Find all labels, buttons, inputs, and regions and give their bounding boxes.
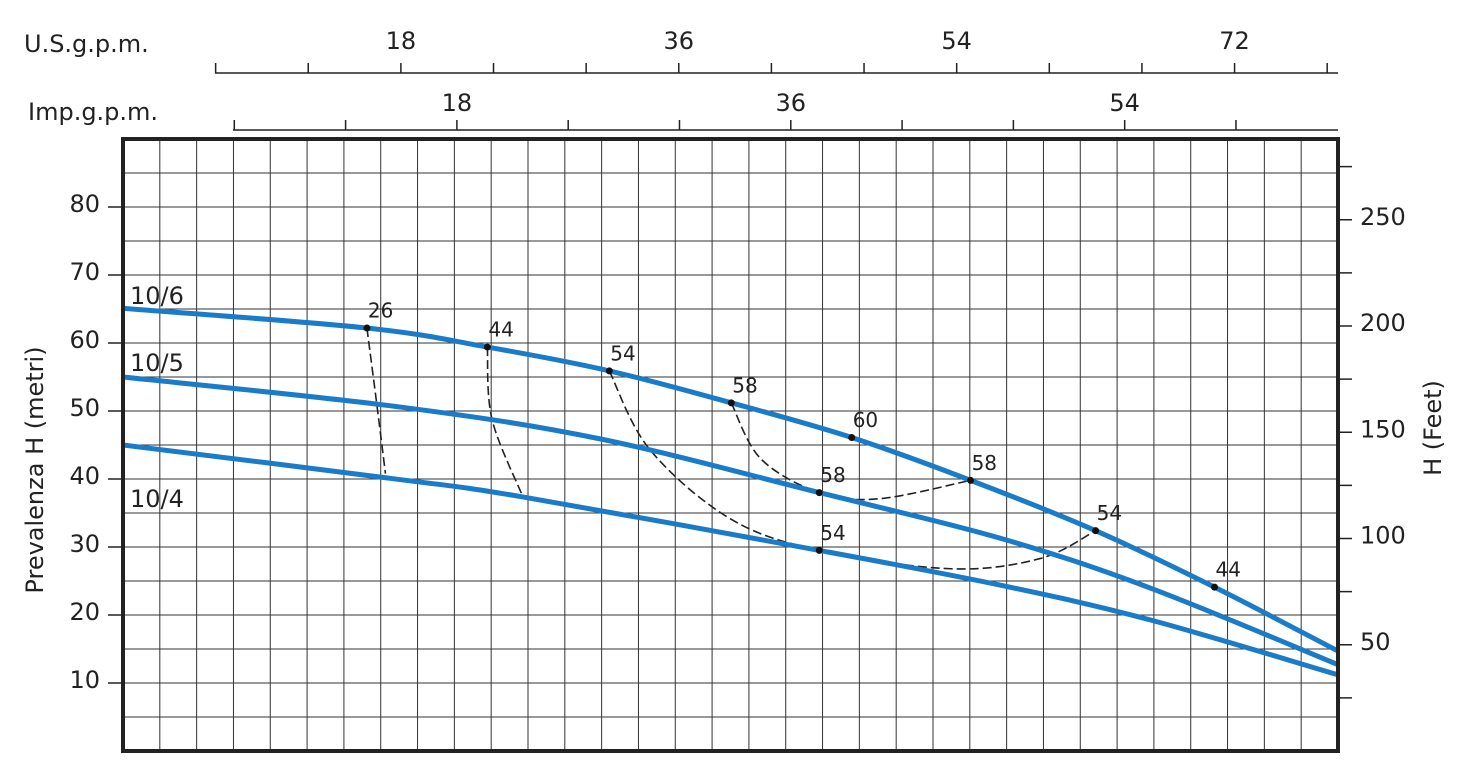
efficiency-label: 58 <box>820 463 845 487</box>
pump-curve <box>122 442 1339 678</box>
x-tick-label: 18 <box>386 27 417 55</box>
series-label: 10/5 <box>130 349 184 377</box>
y-tick-label: 50 <box>69 394 100 422</box>
series-label: 10/6 <box>130 282 184 310</box>
efficiency-label: 44 <box>488 318 513 342</box>
efficiency-point <box>483 343 491 351</box>
y2-tick-label: 150 <box>1360 415 1406 443</box>
x2-tick-label: 18 <box>442 89 473 117</box>
efficiency-label: 54 <box>820 521 845 545</box>
y2-tick-label: 50 <box>1360 628 1391 656</box>
x2-tick-label: 54 <box>1109 89 1140 117</box>
x-axis-label: U.S.g.p.m. <box>24 30 149 58</box>
efficiency-label: 54 <box>1097 501 1122 525</box>
efficiency-point <box>727 399 735 407</box>
plot-frame <box>121 137 1340 753</box>
efficiency-label: 44 <box>1215 558 1240 582</box>
y-tick-label: 20 <box>69 598 100 626</box>
efficiency-label: 60 <box>853 408 878 432</box>
efficiency-label: 26 <box>368 299 393 323</box>
y-tick-label: 30 <box>69 530 100 558</box>
efficiency-point <box>815 546 823 554</box>
y-tick-label: 80 <box>69 190 100 218</box>
efficiency-point <box>967 476 975 484</box>
pump-curve <box>122 374 1339 667</box>
y2-tick-label: 200 <box>1360 309 1406 337</box>
efficiency-label: 58 <box>972 451 997 475</box>
y-tick-label: 40 <box>69 462 100 490</box>
efficiency-label: 58 <box>732 373 757 397</box>
series-label: 10/4 <box>130 485 184 513</box>
efficiency-point <box>1092 527 1100 535</box>
y2-axis-label: H (Feet) <box>1419 380 1447 476</box>
efficiency-label: 54 <box>610 341 635 365</box>
y2-tick-label: 100 <box>1360 522 1406 550</box>
y-tick-label: 10 <box>69 666 100 694</box>
y-axis-label: Prevalenza H (metri) <box>21 346 49 593</box>
efficiency-point <box>1210 583 1218 591</box>
y2-tick-label: 250 <box>1360 203 1406 231</box>
x-tick-label: 72 <box>1219 27 1250 55</box>
efficiency-curve <box>366 327 387 474</box>
efficiency-point <box>605 367 613 375</box>
x-tick-label: 54 <box>941 27 972 55</box>
x2-tick-label: 36 <box>776 89 807 117</box>
y-tick-label: 60 <box>69 326 100 354</box>
y-tick-label: 70 <box>69 258 100 286</box>
efficiency-point <box>363 324 371 332</box>
efficiency-point <box>848 434 856 442</box>
efficiency-point <box>815 489 823 497</box>
x-tick-label: 36 <box>664 27 695 55</box>
x2-axis-label: Imp.g.p.m. <box>28 98 158 126</box>
pump-curve <box>122 305 1340 654</box>
